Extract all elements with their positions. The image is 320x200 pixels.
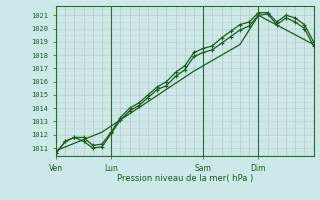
X-axis label: Pression niveau de la mer( hPa ): Pression niveau de la mer( hPa ): [117, 174, 253, 183]
